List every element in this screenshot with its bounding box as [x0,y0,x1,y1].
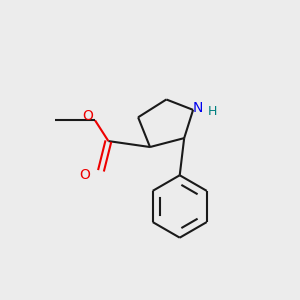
Text: O: O [82,109,93,123]
Text: O: O [79,168,90,182]
Text: N: N [192,101,203,116]
Text: H: H [208,106,217,118]
